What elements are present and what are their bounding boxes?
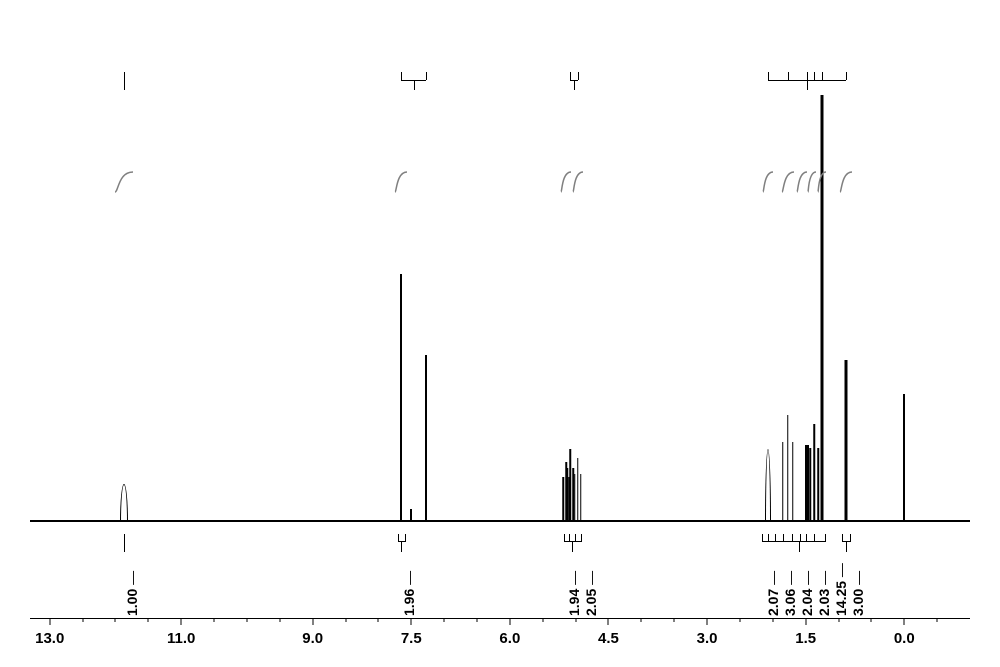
axis-tick-minor	[246, 619, 247, 622]
axis-tick-minor	[838, 619, 839, 622]
integration-label: 2.05 —	[583, 571, 599, 616]
top-tree	[30, 72, 970, 90]
integration-label: 2.03 —	[816, 571, 832, 616]
axis-tick-minor	[904, 619, 905, 622]
axis-tick-minor	[805, 619, 806, 622]
nmr-peak	[400, 274, 402, 522]
axis-tick-minor	[542, 619, 543, 622]
baseline	[30, 520, 970, 522]
nmr-peak	[787, 415, 789, 522]
nmr-peak	[567, 468, 569, 522]
integration-label: 3.06 —	[782, 571, 798, 616]
nmr-peak	[580, 474, 582, 522]
axis-tick-minor	[608, 619, 609, 622]
axis-tick-label: 3.0	[697, 630, 718, 647]
integration-label: 1.96 —	[401, 571, 417, 616]
axis-tick-minor	[148, 619, 149, 622]
axis-tick-label: 11.0	[167, 630, 195, 647]
axis-tick-label: 1.5	[795, 630, 816, 647]
x-axis-line	[30, 618, 970, 619]
axis-tick-minor	[641, 619, 642, 622]
axis-tick-label: 7.5	[401, 630, 422, 647]
axis-tick-minor	[49, 619, 50, 622]
axis-tick-minor	[707, 619, 708, 622]
nmr-peak	[574, 474, 576, 522]
integration-label: 1.00 —	[124, 571, 140, 616]
axis-tick-minor	[411, 619, 412, 622]
nmr-peak	[563, 477, 565, 522]
nmr-peak	[410, 509, 412, 522]
nmr-peak	[903, 394, 905, 522]
nmr-peak	[577, 458, 579, 522]
bottom-tree	[30, 532, 970, 552]
plot-region	[30, 90, 970, 522]
axis-tick-label: 9.0	[302, 630, 323, 647]
axis-tick-minor	[214, 619, 215, 622]
axis-tick-minor	[181, 619, 182, 622]
axis-tick-label: 6.0	[499, 630, 520, 647]
nmr-peak	[120, 484, 128, 522]
nmr-peak	[845, 360, 848, 522]
axis-tick-minor	[82, 619, 83, 622]
axis-tick-minor	[476, 619, 477, 622]
nmr-peak	[792, 442, 794, 522]
axis-tick-minor	[575, 619, 576, 622]
nmr-spectrum-chart: — 11.87— 7.65— 7.27— 5.09— 5.08— 4.97— 2…	[30, 10, 970, 647]
axis-tick-minor	[312, 619, 313, 622]
axis-tick-minor	[279, 619, 280, 622]
nmr-peak	[570, 449, 572, 522]
axis-tick-minor	[444, 619, 445, 622]
integration-label: 2.04 —	[799, 571, 815, 616]
axis-tick-minor	[345, 619, 346, 622]
nmr-peak	[809, 448, 811, 522]
nmr-peak	[782, 442, 784, 522]
axis-tick-minor	[378, 619, 379, 622]
nmr-peak	[821, 95, 824, 522]
axis-tick-minor	[937, 619, 938, 622]
nmr-peak	[425, 355, 427, 522]
axis-tick-label: 13.0	[35, 630, 64, 647]
integration-label: 14.25 —	[833, 563, 849, 616]
integration-label: 2.07 —	[765, 571, 781, 616]
integration-label: 1.94 —	[566, 571, 582, 616]
nmr-peak	[817, 448, 819, 522]
axis-tick-minor	[115, 619, 116, 622]
axis-tick-label: 4.5	[598, 630, 619, 647]
axis-tick-label: 0.0	[894, 630, 915, 647]
axis-tick-minor	[509, 619, 510, 622]
axis-tick-minor	[739, 619, 740, 622]
nmr-peak	[765, 449, 771, 522]
nmr-peak	[805, 445, 809, 522]
axis-tick-minor	[871, 619, 872, 622]
nmr-peak	[813, 424, 815, 522]
axis-tick-minor	[674, 619, 675, 622]
axis-tick-minor	[772, 619, 773, 622]
integration-label: 3.00 —	[850, 571, 866, 616]
